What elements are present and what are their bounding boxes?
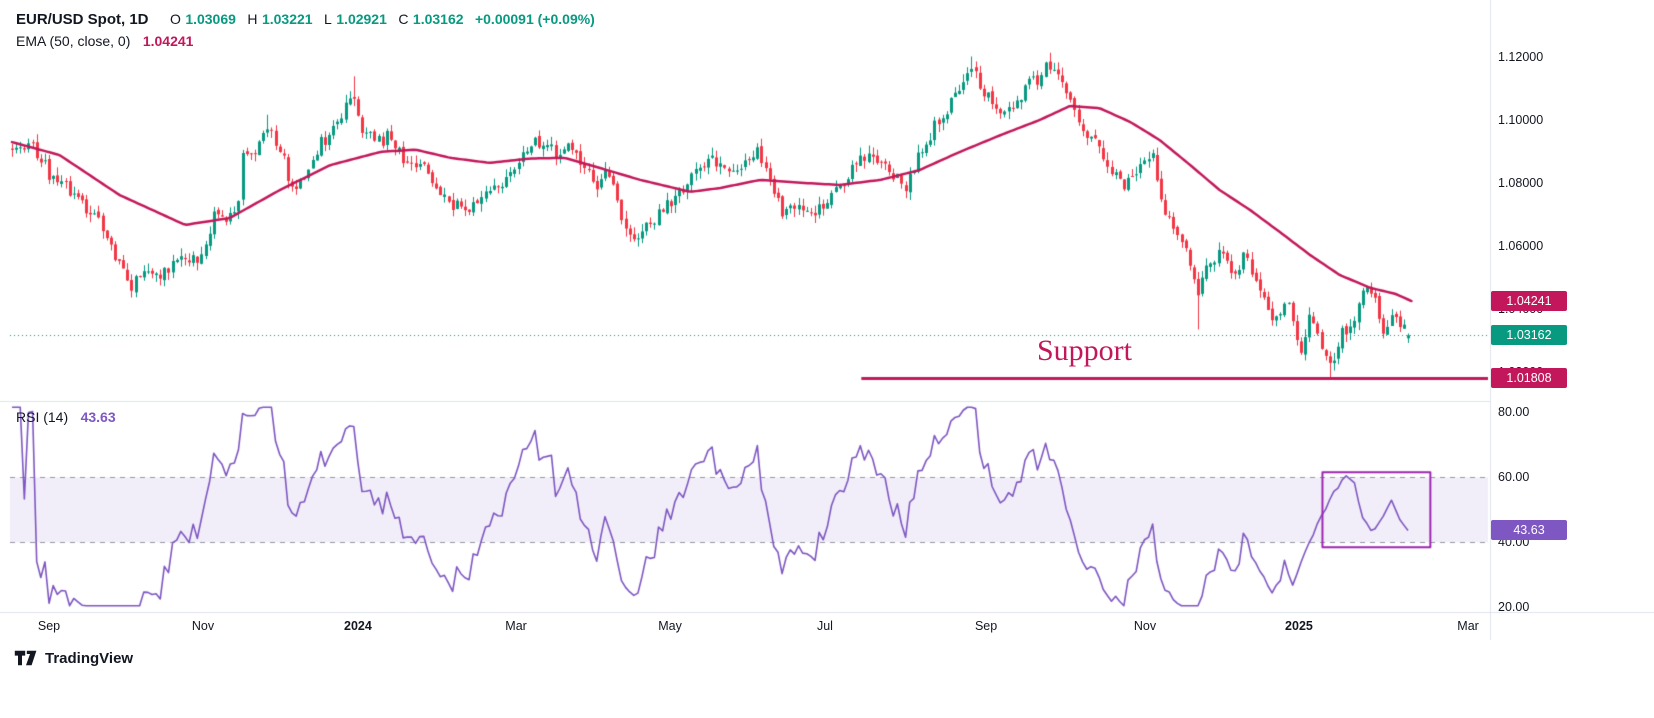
ohlc-high-key: H [247,11,258,27]
rsi-tick-label: 20.00 [1498,600,1530,615]
ohlc-open-value: 1.03069 [185,11,236,27]
ema-price-badge: 1.04241 [1491,291,1567,312]
time-tick-label: Sep [37,619,61,633]
time-scale[interactable]: Sep Nov 2024 Mar May Jul Sep Nov 2025 Mar [0,612,1654,642]
time-tick-label: Mar [1457,619,1479,633]
tradingview-logo-icon[interactable] [14,648,38,668]
ema-indicator-value: 1.04241 [142,33,194,49]
price-tick-label: 1.06000 [1498,239,1544,253]
time-tick-label: 2025 [1285,619,1313,633]
ohlc-row: EUR/USD Spot, 1D O 1.03069 H 1.03221 L 1… [16,8,595,30]
time-tick-label: May [658,619,682,633]
price-tick-label: 1.10000 [1498,113,1544,128]
symbol-title[interactable]: EUR/USD Spot, 1D [16,11,149,28]
rsi-value-badge: 43.63 [1491,520,1567,541]
time-tick-label: Nov [1133,619,1157,633]
rsi-tick-label: 60.00 [1498,470,1530,485]
time-tick-label: Mar [505,619,527,633]
rsi-tick-label: 80.00 [1498,405,1530,420]
ohlc-low-key: L [324,11,332,27]
price-tick-label: 1.08000 [1498,176,1544,191]
support-price-badge: 1.01808 [1491,367,1567,388]
ohlc-close-key: C [398,11,409,27]
price-tick-label: 1.12000 [1498,50,1544,65]
time-tick-label: Sep [974,619,998,633]
ema-indicator-row: EMA (50, close, 0) 1.04241 [16,30,595,52]
ohlc-open-key: O [169,11,181,27]
tradingview-brand[interactable]: TradingView [45,649,134,667]
rsi-legend: RSI (14) 43.63 [16,406,116,429]
footer: TradingView [14,648,133,668]
time-tick-label: 2024 [344,619,372,633]
rsi-indicator-value: 43.63 [80,409,116,425]
ohlc-change: +0.00091 (+0.09%) [474,11,595,27]
time-tick-label: Nov [191,619,215,633]
ohlc-low-value: 1.02921 [336,11,387,27]
symbol-legend: EUR/USD Spot, 1D O 1.03069 H 1.03221 L 1… [16,8,595,52]
ohlc-high-value: 1.03221 [261,11,313,27]
rsi-indicator-label[interactable]: RSI (14) [16,409,69,425]
ema-indicator-label[interactable]: EMA (50, close, 0) [16,33,131,49]
support-annotation-label[interactable]: Support [1036,333,1133,367]
last-price-badge: 1.03162 [1491,325,1567,346]
ohlc-close-value: 1.03162 [412,11,464,27]
price-scale[interactable]: 1.120001.100001.080001.060001.040001.020… [1490,0,1654,640]
time-tick-label: Jul [816,619,833,633]
